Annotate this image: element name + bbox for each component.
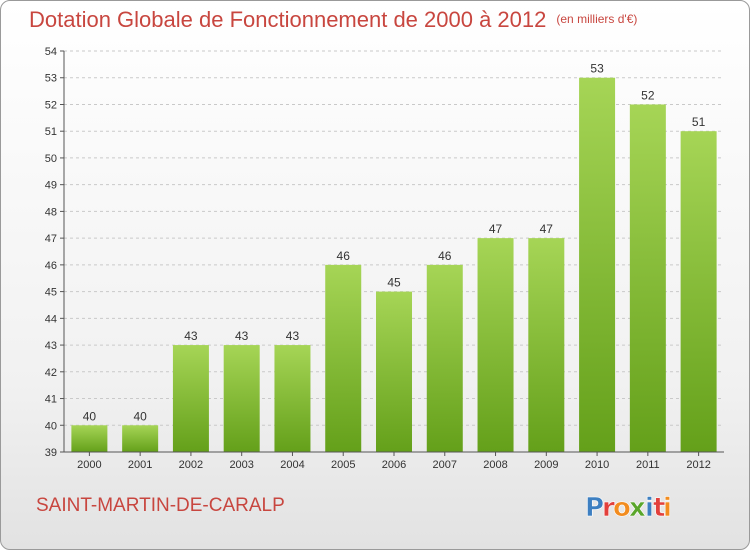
logo-letter: P: [585, 493, 604, 523]
logo-letter: o: [613, 493, 631, 523]
y-tick-label: 48: [45, 206, 57, 218]
bar: [376, 291, 412, 452]
chart-title-text: Dotation Globale de Fonctionnement de 20…: [29, 7, 547, 32]
logo-letter: i: [663, 493, 672, 523]
value-label: 52: [641, 88, 655, 102]
value-label: 40: [133, 409, 147, 423]
bar: [325, 264, 362, 452]
value-labels: 40 40 43 43 43 46 45 46 47 47 53 52 51: [83, 62, 706, 424]
y-tick-label: 51: [45, 126, 57, 138]
x-tick-label: 2010: [585, 459, 609, 471]
value-label: 53: [590, 62, 604, 76]
x-tick-label: 2008: [483, 459, 507, 471]
y-tick-label: 42: [45, 367, 57, 379]
y-tick-label: 47: [45, 233, 57, 245]
bar: [629, 104, 666, 452]
logo-letter: i: [645, 493, 654, 523]
y-tick-label: 53: [45, 73, 57, 85]
value-label: 43: [184, 329, 198, 343]
bar: [274, 345, 311, 452]
axes: 39 40 41 42 43 44 45 46 47 48 49 50 51 52 53 54 2000 2001…: [45, 46, 724, 471]
x-tick-label: 2000: [77, 459, 101, 471]
y-tick-label: 45: [45, 287, 57, 299]
x-tick-label: 2012: [686, 459, 710, 471]
logo-letter: t: [653, 493, 665, 523]
chart-title: Dotation Globale de Fonctionnement de 20…: [29, 7, 637, 33]
y-tick-label: 52: [45, 99, 57, 111]
commune-name: SAINT-MARTIN-DE-CARALP: [36, 495, 285, 516]
logo-letter: x: [629, 493, 646, 523]
value-label: 51: [692, 115, 706, 129]
y-tick-label: 54: [45, 46, 57, 58]
y-tick-label: 46: [45, 260, 57, 272]
x-tick-label: 2007: [433, 459, 457, 471]
bar: [426, 264, 463, 452]
x-tick-label: 2009: [534, 459, 558, 471]
bar: [122, 425, 159, 452]
x-tick-label: 2004: [280, 459, 304, 471]
y-tick-label: 43: [45, 340, 57, 352]
x-tick-label: 2001: [128, 459, 152, 471]
value-label: 47: [489, 222, 503, 236]
y-tick-label: 50: [45, 153, 57, 165]
value-label: 43: [286, 329, 300, 343]
value-label: 45: [387, 276, 401, 290]
bar: [71, 425, 108, 452]
y-tick-label: 40: [45, 420, 57, 432]
bar: [477, 238, 514, 452]
bars: [71, 77, 717, 452]
x-tick-label: 2002: [179, 459, 203, 471]
x-tick-label: 2006: [382, 459, 406, 471]
y-tick-label: 44: [45, 313, 57, 325]
bar: [579, 77, 616, 452]
y-tick-label: 39: [45, 447, 57, 459]
bar: [528, 238, 565, 452]
logo-letter: r: [602, 493, 615, 523]
value-label: 47: [540, 222, 554, 236]
x-tick-label: 2011: [636, 459, 660, 471]
value-label: 40: [83, 409, 97, 423]
y-tick-label: 41: [45, 394, 57, 406]
bar: [680, 131, 717, 452]
value-label: 46: [337, 249, 351, 263]
chart-subtitle: (en milliers d'€): [556, 12, 638, 26]
bar: [172, 345, 209, 452]
bar: [223, 345, 260, 452]
x-tick-label: 2003: [229, 459, 253, 471]
y-tick-label: 49: [45, 180, 57, 192]
x-tick-label: 2005: [331, 459, 355, 471]
value-label: 43: [235, 329, 249, 343]
value-label: 46: [438, 249, 452, 263]
